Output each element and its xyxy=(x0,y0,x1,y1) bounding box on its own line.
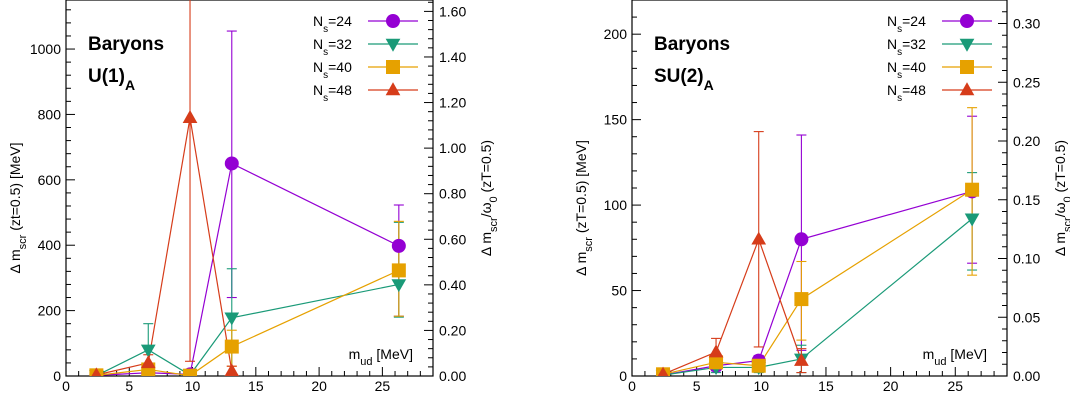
series-line xyxy=(96,117,233,376)
y2-tick-label: 0.20 xyxy=(1013,133,1040,149)
panel-annotation-symmetry: SU(2)A xyxy=(654,66,714,93)
legend-marker-triangle-up xyxy=(385,82,401,96)
legend-label: Ns=32 xyxy=(313,36,352,58)
x-tick-label: 10 xyxy=(185,378,201,394)
x-tick-label: 25 xyxy=(947,378,963,394)
legend-label: Ns=24 xyxy=(313,13,352,35)
x-tick-label: 10 xyxy=(754,378,770,394)
y2-tick-label: 0.30 xyxy=(1013,16,1040,32)
legend-marker-circle xyxy=(960,14,974,28)
y2-tick-label: 0.60 xyxy=(439,231,466,247)
data-point-square xyxy=(391,263,406,278)
y-tick-label: 0 xyxy=(53,368,61,384)
legend-label: Ns=24 xyxy=(887,13,926,35)
plot-frame xyxy=(631,0,1008,377)
y2-tick-label: 0.10 xyxy=(1013,251,1040,267)
y2-tick-label: 0.80 xyxy=(439,186,466,202)
y2-tick-label: 0.15 xyxy=(1013,192,1040,208)
data-point-triangle-down xyxy=(964,213,980,227)
panel-annotation-title: Baryons xyxy=(654,34,730,55)
y-tick-label: 200 xyxy=(604,26,628,42)
data-point-square xyxy=(709,355,724,370)
y2-axis-label: Δ mscr/ω0 (zT=0.5) xyxy=(1052,140,1070,256)
y-tick-label: 150 xyxy=(604,112,628,128)
series-line xyxy=(96,162,400,376)
y-tick-label: 800 xyxy=(38,106,62,122)
data-layer xyxy=(655,107,980,376)
y-tick-label: 1000 xyxy=(30,41,61,57)
y2-tick-label: 0.00 xyxy=(1013,368,1040,384)
legend-marker-circle xyxy=(386,14,400,28)
data-point-square xyxy=(751,358,766,373)
x-tick-label: 5 xyxy=(693,378,701,394)
y-tick-label: 50 xyxy=(611,283,627,299)
data-point-triangle-up xyxy=(657,366,669,376)
plot-frame xyxy=(65,0,434,377)
legend-marker-triangle-down xyxy=(385,38,401,52)
data-point-circle xyxy=(224,156,239,171)
data-point-square xyxy=(224,339,239,354)
y2-tick-label: 0.40 xyxy=(439,277,466,293)
x-axis-label: mud [MeV] xyxy=(349,346,413,368)
legend-label: Ns=48 xyxy=(887,82,926,104)
data-point-triangle-up xyxy=(794,352,809,366)
y2-tick-label: 1.20 xyxy=(439,95,466,111)
panel-su2a: 0 5 10 15 20 25 0 50 100 150 200 0.00 0.05 0.10 0.15 0.… xyxy=(573,0,1070,394)
data-point-triangle-up xyxy=(224,363,239,376)
data-point-triangle-down xyxy=(140,344,156,358)
y-tick-label: 200 xyxy=(38,303,62,319)
y2-tick-label: 0.00 xyxy=(439,368,466,384)
legend-marker-triangle-down xyxy=(959,38,975,52)
panel-annotation-title: Baryons xyxy=(88,34,164,55)
y2-tick-label: 1.00 xyxy=(439,140,466,156)
panel-u1a: 0 5 10 15 20 25 0 200 400 600 800 1000 0.00 0.20 0.40 0… xyxy=(7,0,500,394)
data-point-triangle-up xyxy=(182,110,198,123)
y-tick-label: 0 xyxy=(619,368,627,384)
data-point-triangle-up xyxy=(751,231,767,245)
data-point-circle xyxy=(391,238,406,253)
x-tick-label: 5 xyxy=(125,378,133,394)
y2-tick-label: 0.25 xyxy=(1013,74,1040,90)
y2-axis-label: Δ mscr/ω0 (zT=0.5) xyxy=(478,140,500,256)
y2-tick-label: 0.05 xyxy=(1013,309,1040,325)
legend-label: Ns=40 xyxy=(313,59,352,81)
legend-label: Ns=32 xyxy=(887,36,926,58)
data-point-triangle-down xyxy=(224,312,240,326)
x-tick-label: 15 xyxy=(248,378,264,394)
x-axis-label: mud [MeV] xyxy=(923,346,987,368)
legend-label: Ns=40 xyxy=(887,59,926,81)
x-tick-label: 0 xyxy=(628,378,636,394)
data-point-triangle-up xyxy=(708,344,724,358)
series-line xyxy=(662,237,802,375)
data-point-triangle-up xyxy=(140,355,156,369)
x-tick-label: 25 xyxy=(375,378,391,394)
legend-marker-square xyxy=(960,60,974,74)
x-tick-label: 0 xyxy=(62,378,70,394)
y-tick-label: 600 xyxy=(38,172,62,188)
y-axis-label: Δ mscr (zt=0.5) [MeV] xyxy=(7,142,29,273)
data-layer xyxy=(89,0,407,376)
data-point-circle xyxy=(794,232,809,247)
x-tick-label: 20 xyxy=(311,378,327,394)
legend-marker-square xyxy=(386,60,400,74)
data-point-triangle-up xyxy=(91,367,102,376)
y2-tick-label: 0.20 xyxy=(439,322,466,338)
data-point-triangle-down xyxy=(391,279,407,293)
data-point-square xyxy=(794,292,809,307)
data-point-square xyxy=(965,182,980,197)
x-tick-label: 15 xyxy=(818,378,834,394)
data-point-square xyxy=(183,368,198,376)
legend-marker-triangle-up xyxy=(959,82,975,96)
y-tick-label: 400 xyxy=(38,237,62,253)
y-tick-label: 100 xyxy=(604,197,628,213)
legend-label: Ns=48 xyxy=(313,82,352,104)
y2-tick-label: 1.60 xyxy=(439,3,466,19)
panel-annotation-symmetry: U(1)A xyxy=(88,66,135,93)
x-tick-label: 20 xyxy=(883,378,899,394)
y2-tick-label: 1.40 xyxy=(439,49,466,65)
y-axis-label: Δ mscr (zT=0.5) [MeV] xyxy=(573,140,595,276)
